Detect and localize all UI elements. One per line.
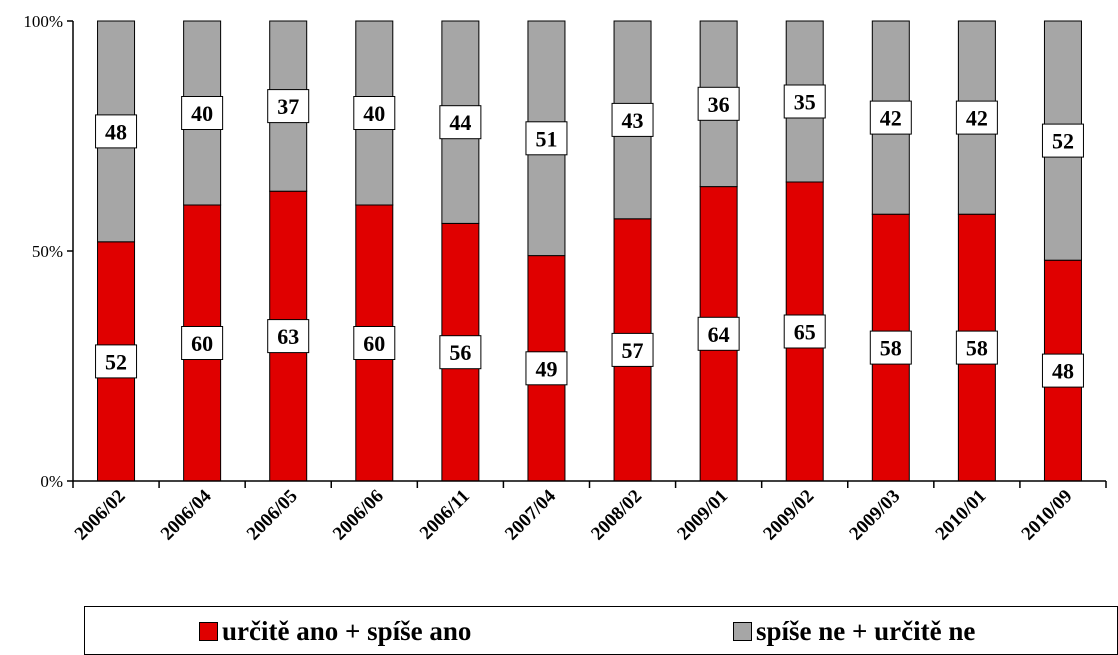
data-label-2009-03-series-2: 42 (869, 100, 912, 135)
x-tick-label: 2010/01 (932, 486, 991, 545)
data-label-2007-04-series-2: 51 (525, 121, 568, 156)
data-label-2009-03-series-1: 58 (869, 330, 912, 365)
svg-text:44: 44 (449, 110, 471, 135)
svg-text:49: 49 (535, 356, 557, 381)
data-label-2008-02-series-1: 57 (611, 332, 654, 367)
svg-text:63: 63 (277, 324, 299, 349)
chart: 0% 50% 100% 2006/02 2006/04 2006/05 2006/06 200… (23, 12, 1107, 545)
svg-text:51: 51 (535, 126, 557, 151)
svg-text:36: 36 (708, 92, 730, 117)
svg-text:56: 56 (449, 340, 471, 365)
legend: určitě ano + spíše ano spíše ne + určitě… (84, 606, 1118, 655)
svg-text:58: 58 (966, 336, 988, 361)
svg-text:35: 35 (794, 90, 816, 115)
data-label-2006-02-series-1: 52 (95, 344, 138, 379)
data-label-2009-02-series-1: 65 (783, 314, 826, 349)
svg-text:64: 64 (708, 322, 730, 347)
x-tick-label: 2009/02 (759, 486, 818, 545)
data-label-2006-06-series-1: 60 (353, 326, 396, 360)
data-label-2010-01-series-2: 42 (955, 100, 998, 135)
x-tick-label: 2007/04 (501, 485, 560, 544)
data-label-2006-11-series-1: 56 (439, 335, 482, 370)
svg-text:60: 60 (191, 331, 213, 356)
x-tick-label: 2006/11 (416, 486, 474, 544)
legend-label-series-1: určitě ano + spíše ano (222, 615, 472, 646)
data-label-2009-01-series-1: 64 (697, 316, 740, 351)
svg-text:52: 52 (1052, 129, 1074, 154)
svg-text:65: 65 (794, 320, 816, 345)
labels-layer: 52 48 60 40 63 37 60 40 56 44 49 51 57 43 64 36 65 35 58 42… (95, 84, 1084, 388)
svg-text:48: 48 (105, 119, 127, 144)
data-label-2010-09-series-2: 52 (1041, 123, 1084, 158)
data-label-2006-04-series-1: 60 (181, 326, 224, 360)
y-tick-label: 50% (32, 242, 63, 261)
svg-text:48: 48 (1052, 359, 1074, 384)
data-label-2006-05-series-2: 37 (267, 89, 310, 124)
x-tick-label: 2010/09 (1018, 486, 1077, 545)
y-tick-label: 100% (23, 12, 63, 31)
svg-text:52: 52 (105, 349, 127, 374)
x-tick-label: 2009/03 (845, 486, 904, 545)
data-label-2006-04-series-2: 40 (181, 96, 224, 130)
svg-text:43: 43 (622, 108, 644, 133)
svg-text:57: 57 (622, 338, 644, 363)
legend-swatch-series-2 (733, 621, 752, 641)
legend-item-series-1: určitě ano + spíše ano (199, 615, 472, 646)
svg-text:40: 40 (363, 101, 385, 126)
x-tick-label: 2006/02 (71, 486, 130, 545)
data-label-2007-04-series-1: 49 (525, 351, 568, 386)
data-label-2010-01-series-1: 58 (955, 330, 998, 365)
data-label-2006-11-series-2: 44 (439, 105, 482, 140)
legend-label-series-2: spíše ne + určitě ne (756, 615, 976, 646)
svg-text:42: 42 (966, 106, 988, 131)
data-label-2009-02-series-2: 35 (783, 84, 826, 119)
x-tick-label: 2009/01 (673, 486, 732, 545)
data-label-2006-05-series-1: 63 (267, 319, 310, 354)
data-label-2006-06-series-2: 40 (353, 96, 396, 130)
data-label-2006-02-series-2: 48 (95, 114, 138, 149)
x-tick-label: 2008/02 (587, 486, 646, 545)
x-tick-label: 2006/05 (243, 486, 302, 545)
bars-layer (97, 20, 1082, 482)
data-label-2008-02-series-2: 43 (611, 102, 654, 137)
svg-text:60: 60 (363, 331, 385, 356)
data-label-2010-09-series-1: 48 (1041, 353, 1084, 388)
x-tick-label: 2006/06 (329, 486, 388, 545)
data-label-2009-01-series-2: 36 (697, 86, 740, 121)
legend-swatch-series-1 (199, 621, 218, 641)
x-tick-label: 2006/04 (157, 485, 216, 544)
svg-text:58: 58 (880, 336, 902, 361)
legend-item-series-2: spíše ne + určitě ne (733, 615, 976, 646)
svg-text:40: 40 (191, 101, 213, 126)
svg-text:42: 42 (880, 106, 902, 131)
y-tick-label: 0% (40, 472, 63, 491)
svg-text:37: 37 (277, 94, 299, 119)
